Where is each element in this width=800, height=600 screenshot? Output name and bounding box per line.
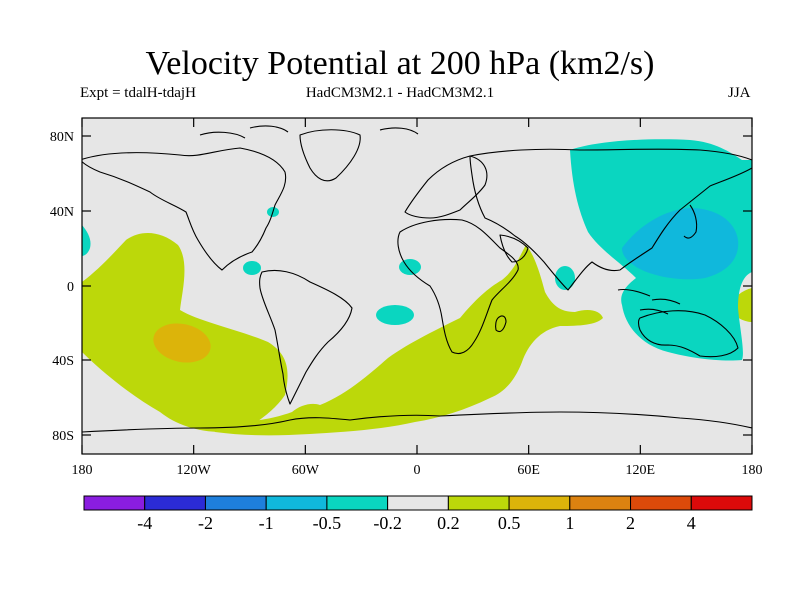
coastline-indonesia	[617, 288, 681, 315]
colorbar-label: -4	[137, 513, 152, 533]
lat-tick-label: 80S	[52, 429, 74, 444]
colorbar-label: 2	[626, 513, 635, 533]
negative-anomaly-region-west-edge	[82, 225, 91, 256]
lat-tick-label: 40N	[50, 205, 74, 220]
colorbar-label: 1	[565, 513, 574, 533]
coastline-greenland	[299, 129, 361, 182]
colorbar-swatch	[569, 495, 632, 511]
negative-anomaly-region-africa	[399, 259, 421, 275]
lon-tick-label: 120W	[177, 463, 212, 478]
season-label: JJA	[728, 85, 751, 101]
negative-anomaly-region-caribbean	[243, 261, 261, 275]
lon-tick-label: 0	[414, 463, 421, 478]
lat-tick-label: 80N	[50, 130, 74, 145]
experiment-label: Expt = tdalH-tdajH	[80, 85, 196, 101]
lat-tick-label: 40S	[52, 354, 74, 369]
latitude-axis: 80N 40N 0 40S 80S	[50, 130, 752, 444]
coastline-madagascar	[495, 315, 507, 333]
negative-anomaly-region-atlantic	[376, 305, 414, 325]
colorbar-swatch	[83, 495, 146, 511]
longitude-axis: 180 120W 60W 0 60E 120E 180	[72, 118, 763, 478]
colorbar-label: -0.2	[373, 513, 402, 533]
lon-tick-label: 60E	[517, 463, 540, 478]
colorbar-label: -0.5	[313, 513, 342, 533]
colorbar-swatch	[447, 495, 510, 511]
coastline-antarctica	[82, 411, 752, 433]
colorbar-swatch	[144, 495, 206, 511]
colorbar-swatch	[326, 495, 389, 511]
negative-anomaly-region-india	[555, 266, 575, 290]
lon-tick-label: 180	[742, 463, 763, 478]
colorbar-label: 0.2	[437, 513, 460, 533]
coastline-asia	[469, 148, 752, 291]
coastline-arabia	[499, 234, 529, 263]
colorbar-swatch	[265, 495, 328, 511]
lon-tick-label: 120E	[626, 463, 656, 478]
lon-tick-label: 60W	[292, 463, 320, 478]
strong-positive-anomaly-region	[153, 323, 211, 363]
colorbar-label: 4	[687, 513, 696, 533]
strong-negative-anomaly-region	[622, 208, 739, 280]
colorbar-swatch	[387, 495, 449, 511]
colorbar-swatch	[204, 495, 267, 511]
model-comparison-label: HadCM3M2.1 - HadCM3M2.1	[305, 85, 495, 101]
colorbar-label: -1	[259, 513, 274, 533]
lon-tick-label: 180	[72, 463, 93, 478]
colorbar-swatch	[690, 495, 753, 511]
colorbar-label: 0.5	[498, 513, 521, 533]
coastline-europe	[404, 155, 488, 219]
colorbar: -4 -2 -1 -0.5 -0.2 0.2 0.5 1 2 4	[83, 495, 753, 533]
colorbar-swatch	[508, 495, 571, 511]
colorbar-swatch	[630, 495, 692, 511]
coastline-north-america	[82, 147, 287, 271]
coastline-south-america	[259, 269, 353, 405]
coastline-australia	[637, 310, 739, 358]
lat-tick-label: 0	[67, 280, 74, 295]
coastline-arctic-islands	[199, 125, 419, 139]
chart-title: Velocity Potential at 200 hPa (km2/s)	[145, 45, 655, 82]
coastline-japan	[683, 204, 698, 239]
positive-anomaly-region-southern-ocean	[205, 245, 603, 436]
coastline-africa	[397, 219, 519, 355]
contour-fill-layer	[82, 125, 752, 436]
coastlines	[82, 125, 752, 433]
colorbar-label: -2	[198, 513, 213, 533]
